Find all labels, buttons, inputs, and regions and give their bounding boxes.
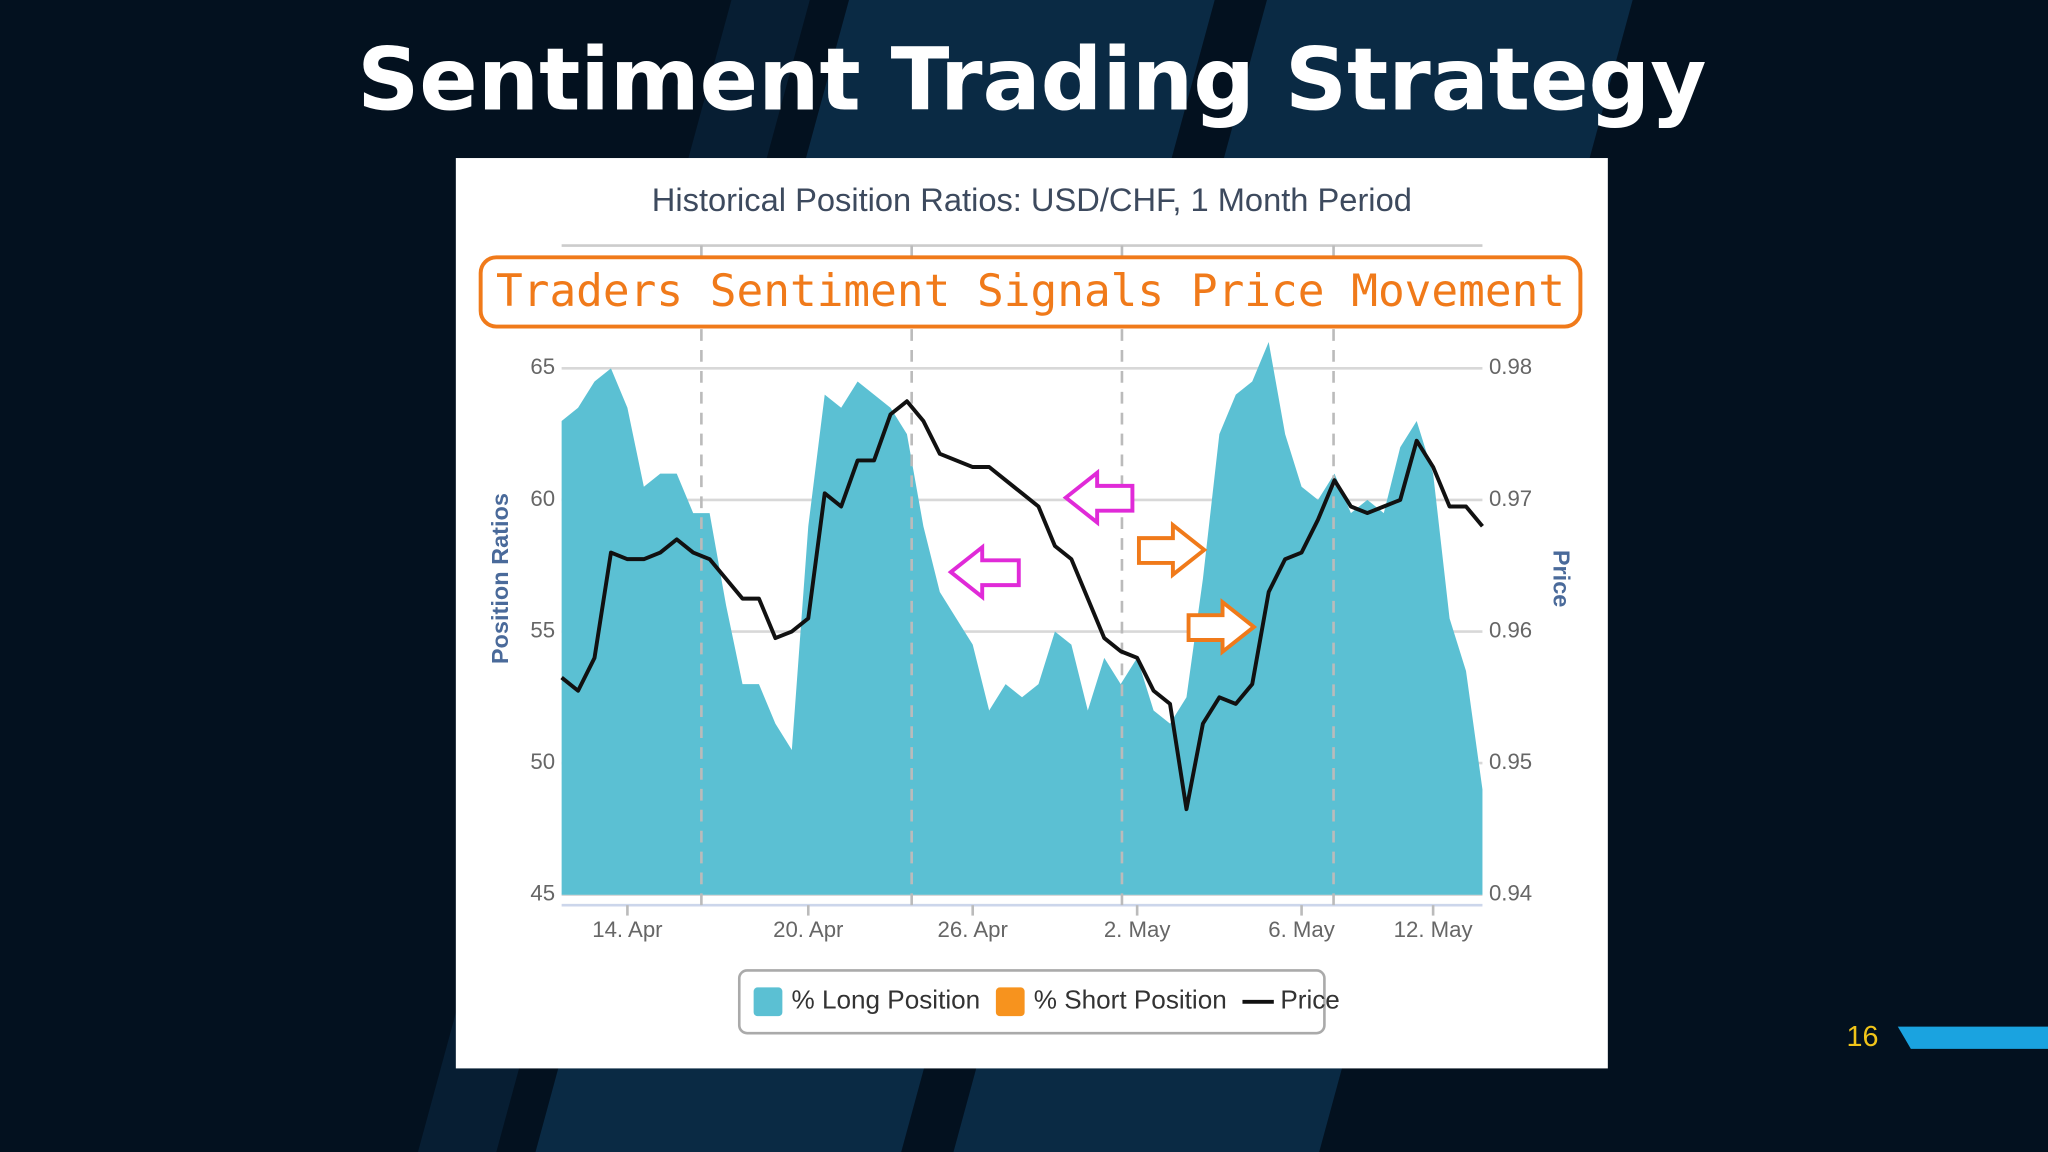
y2-tick-label: 0.96: [1489, 617, 1532, 642]
legend-label: Price: [1280, 985, 1340, 1015]
y2-tick-label: 0.94: [1489, 881, 1532, 906]
legend-marker: [753, 987, 783, 1017]
legend-label: % Long Position: [792, 985, 981, 1015]
legend: % Long Position % Short Position Price: [753, 985, 1340, 1017]
x-tick-label: 26. Apr: [938, 917, 1009, 942]
y2-tick-label: 0.98: [1489, 354, 1532, 379]
slide-title: Sentiment Trading Strategy: [357, 31, 1706, 131]
page-number: 16: [1847, 1021, 1879, 1053]
y-tick-label: 65: [530, 354, 555, 379]
arrows: [947, 468, 1258, 656]
arrow-right: [1136, 521, 1208, 579]
legend-marker: [995, 987, 1025, 1017]
y-axis-title: Position Ratios: [487, 493, 513, 664]
y2-tick-label: 0.97: [1489, 486, 1532, 511]
chart-title: Historical Position Ratios: USD/CHF, 1 M…: [652, 181, 1412, 218]
area: [561, 342, 1483, 895]
legend-box: [737, 969, 1326, 1035]
week-dividers: [700, 245, 1335, 908]
plot-area: 45 50 55 60 65 0.94 0.95 0.96 0.97 0.98: [530, 342, 1532, 907]
accent-bar: [1897, 1026, 2048, 1049]
y-tick-label: 55: [530, 617, 555, 642]
x-tick-label: 2. May: [1104, 917, 1171, 942]
arrow-right: [1186, 598, 1258, 656]
y-tick-label: 60: [530, 486, 555, 511]
annotation-box: [478, 255, 1583, 329]
y-tick-label: 50: [530, 749, 555, 774]
x-tick-label: 20. Apr: [773, 917, 844, 942]
y2-axis-title: Price: [1548, 550, 1574, 608]
x-tick-label: 6. May: [1268, 917, 1335, 942]
x-tick-label: 14. Apr: [592, 917, 663, 942]
annotation: Traders Sentiment Signals Price Movement: [496, 266, 1565, 317]
arrow-left: [947, 543, 1021, 601]
y-tick-label: 45: [530, 881, 555, 906]
arrow-left: [1062, 468, 1135, 527]
x-tick-label: 12. May: [1394, 917, 1474, 942]
price-line: [560, 399, 1484, 812]
overlay: 14. Apr 20. Apr 26. Apr 2. May 6. May 12. May: [560, 399, 1484, 942]
legend-label: % Short Position: [1034, 985, 1227, 1015]
y2-tick-label: 0.95: [1489, 749, 1532, 774]
